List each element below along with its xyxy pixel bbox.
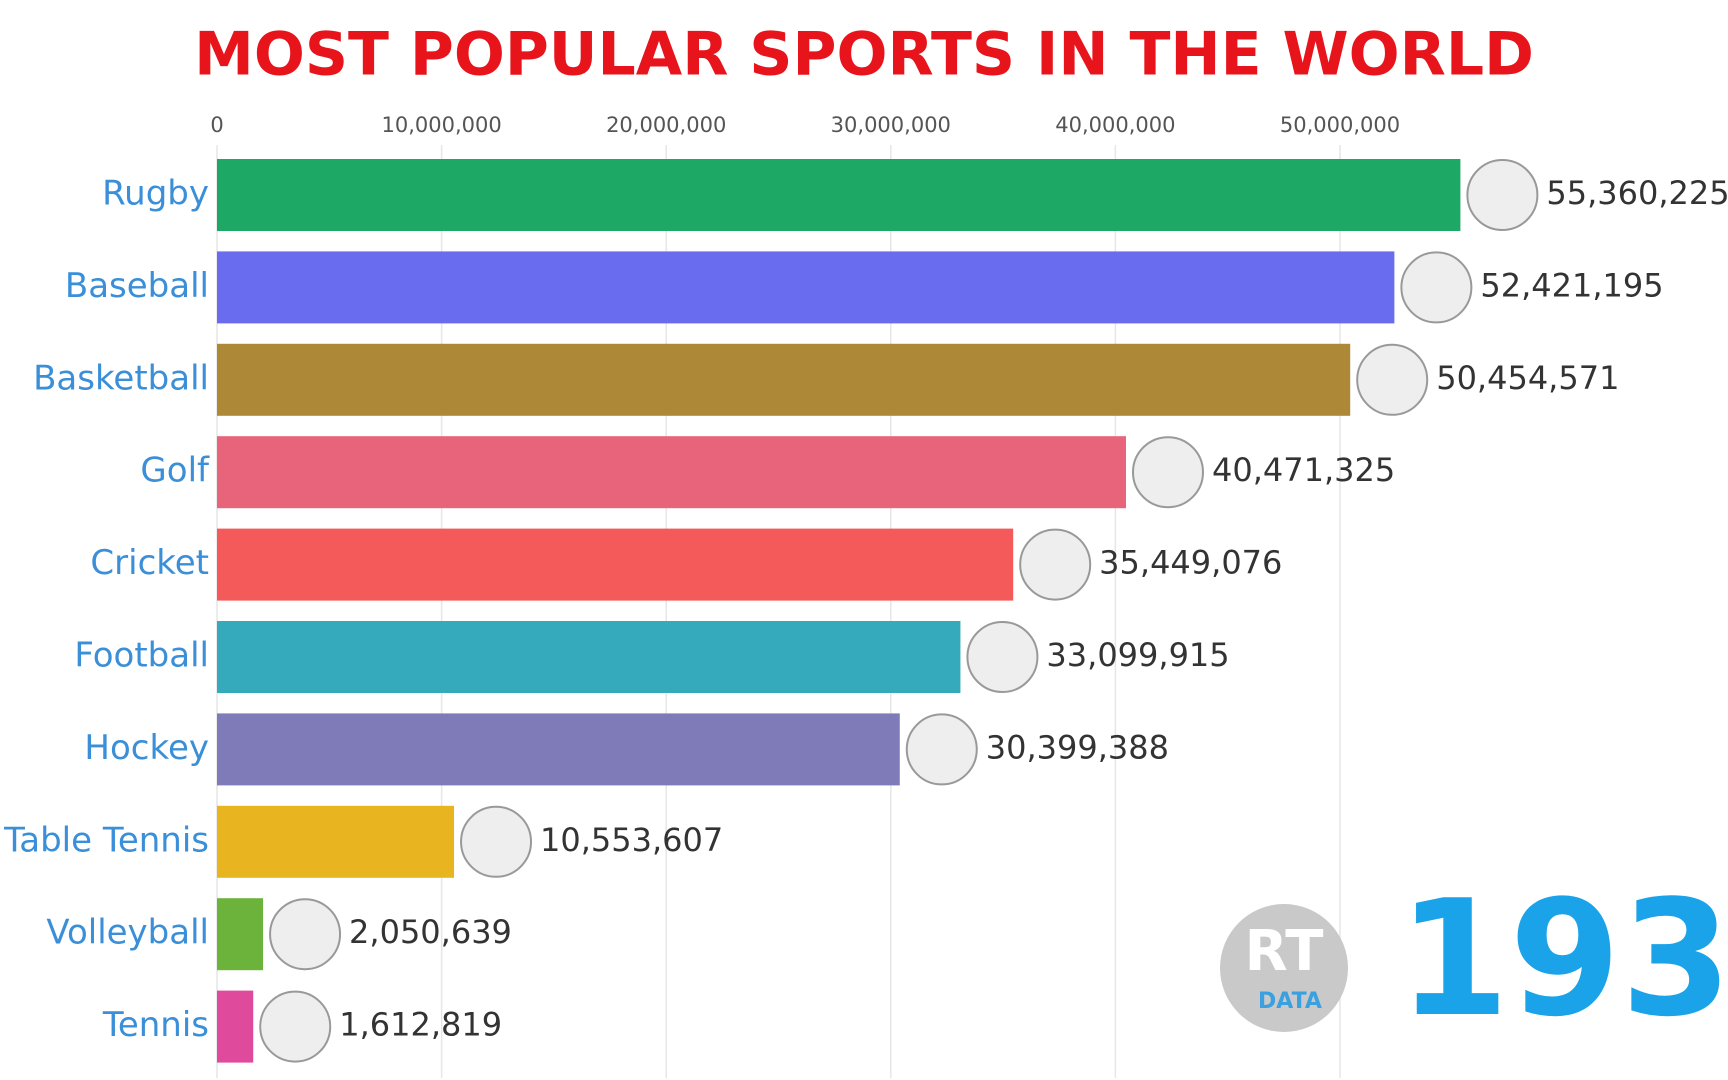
category-label: Cricket	[90, 543, 209, 583]
category-label: Baseball	[65, 266, 209, 306]
value-label: 55,360,225	[1546, 174, 1728, 212]
value-label: 2,050,639	[349, 913, 512, 951]
sport-icon	[269, 898, 342, 971]
bar	[217, 898, 264, 971]
value-label: 50,454,571	[1436, 359, 1619, 397]
watermark-logo	[1220, 904, 1348, 1032]
value-label: 52,421,195	[1480, 266, 1663, 304]
sport-icon	[1131, 436, 1204, 509]
x-tick-label: 20,000,000	[606, 113, 726, 137]
bar	[217, 805, 455, 878]
sport-icon	[966, 621, 1039, 693]
bar	[217, 251, 1395, 324]
value-label: 35,449,076	[1099, 544, 1282, 582]
x-tick-label: 10,000,000	[381, 113, 501, 137]
value-label: 33,099,915	[1046, 636, 1229, 674]
bar	[217, 436, 1126, 509]
sport-icon	[460, 805, 533, 878]
bar	[217, 343, 1351, 416]
bar	[217, 528, 1014, 601]
category-label: Table Tennis	[3, 820, 209, 860]
sport-icon	[1400, 251, 1473, 324]
category-label: Tennis	[102, 1005, 209, 1045]
bar	[217, 159, 1461, 231]
watermark-text: RT	[1245, 919, 1324, 984]
sport-icon	[259, 990, 332, 1063]
sport-icon	[1466, 159, 1539, 231]
sport-icon	[905, 713, 978, 786]
category-label: Football	[74, 636, 209, 676]
sport-icon	[1356, 343, 1429, 416]
bar	[217, 990, 254, 1063]
x-tick-label: 40,000,000	[1055, 113, 1175, 137]
chart-title: MOST POPULAR SPORTS IN THE WORLD	[194, 20, 1534, 90]
category-label: Basketball	[33, 358, 209, 398]
x-tick-label: 50,000,000	[1280, 113, 1400, 137]
value-label: 30,399,388	[986, 728, 1169, 766]
value-label: 1,612,819	[339, 1006, 502, 1044]
sport-icon	[1019, 528, 1092, 601]
bar	[217, 713, 900, 786]
category-label: Hockey	[84, 728, 209, 768]
bar	[217, 621, 961, 693]
watermark-text: DATA	[1258, 989, 1322, 1014]
value-label: 40,471,325	[1212, 451, 1395, 489]
category-label: Golf	[140, 451, 210, 491]
category-label: Volleyball	[46, 913, 209, 953]
x-tick-label: 0	[210, 113, 223, 137]
x-tick-label: 30,000,000	[831, 113, 951, 137]
category-label: Rugby	[102, 174, 209, 214]
value-label: 10,553,607	[540, 821, 723, 859]
